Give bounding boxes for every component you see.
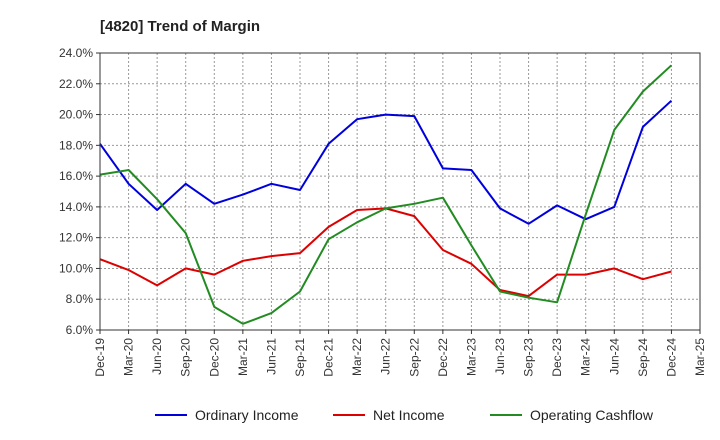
x-tick-label: Sep-24 [636,338,650,377]
y-tick-label: 10.0% [59,261,93,275]
y-tick-label: 22.0% [59,77,93,91]
x-tick-label: Mar-22 [350,338,364,376]
x-tick-label: Mar-21 [236,338,250,376]
x-tick-label: Jun-21 [264,338,278,375]
y-tick-label: 20.0% [59,108,93,122]
x-tick-label: Dec-21 [322,338,336,377]
x-tick-label: Dec-20 [207,338,221,377]
x-tick-label: Jun-22 [379,338,393,375]
x-tick-label: Jun-24 [607,338,621,375]
legend-label-operating-cashflow: Operating Cashflow [530,407,654,423]
y-tick-label: 8.0% [66,292,94,306]
y-tick-label: 16.0% [59,169,93,183]
y-axis: 6.0% 8.0% 10.0% 12.0% 14.0% 16.0% 18.0% 20.0% 22… [59,46,100,337]
x-tick-label: Jun-23 [493,338,507,375]
legend: Ordinary Income Net Income Operating Cashf… [155,407,654,423]
x-tick-label: Sep-21 [293,338,307,377]
x-tick-label: Dec-24 [664,338,678,377]
y-tick-label: 12.0% [59,231,93,245]
x-axis: Dec-19 Mar-20 Jun-20 Sep-20 Dec-20 Mar-21 Jun-… [93,330,707,377]
y-tick-label: 6.0% [66,323,94,337]
x-tick-label: Sep-22 [407,338,421,377]
y-tick-label: 24.0% [59,46,93,60]
x-tick-label: Mar-20 [122,338,136,376]
chart-title: [4820] Trend of Margin [100,18,260,35]
series-lines [99,64,673,325]
legend-label-ordinary-income: Ordinary Income [195,407,299,423]
x-tick-label: Mar-24 [579,338,593,376]
x-tick-label: Jun-20 [150,338,164,375]
x-tick-label: Mar-25 [693,338,707,376]
plot-area-frame [99,52,701,331]
series-line-ordinary-income [99,99,673,225]
x-tick-label: Mar-23 [464,338,478,376]
series-line-operating-cashflow [99,64,673,325]
x-tick-label: Dec-19 [93,338,107,377]
x-tick-label: Sep-20 [179,338,193,377]
x-tick-label: Sep-23 [522,338,536,377]
legend-label-net-income: Net Income [373,407,445,423]
x-tick-label: Dec-22 [436,338,450,377]
grid-lines [99,52,701,331]
x-tick-label: Dec-23 [550,338,564,377]
y-tick-label: 18.0% [59,138,93,152]
y-tick-label: 14.0% [59,200,93,214]
